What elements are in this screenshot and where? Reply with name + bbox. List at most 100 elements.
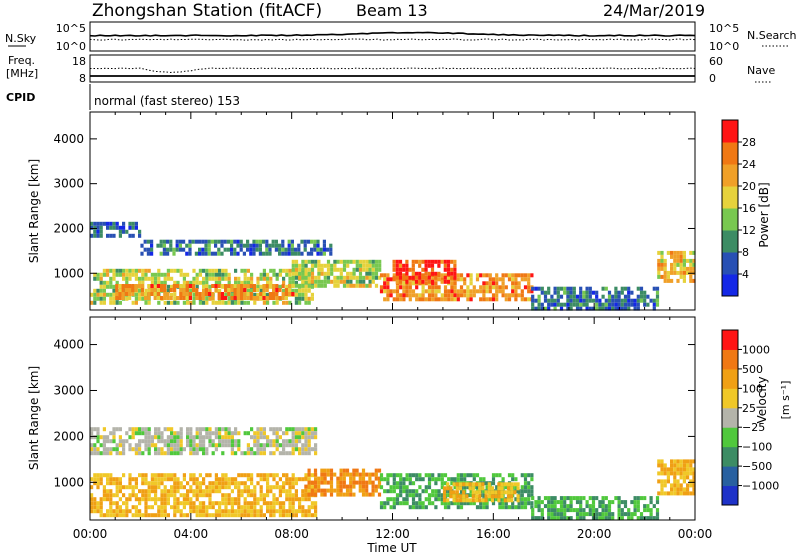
heatmap-cell [300, 239, 304, 244]
heatmap-cell [115, 292, 119, 296]
heatmap-cell [258, 243, 262, 248]
heatmap-cell [673, 258, 677, 263]
heatmap-cell [252, 247, 256, 252]
heatmap-cell [157, 276, 161, 281]
heatmap-cell [268, 243, 272, 248]
heatmap-cell [195, 296, 199, 300]
heatmap-cell [437, 271, 441, 276]
heatmap-cell [556, 294, 560, 299]
heatmap-cell [511, 501, 515, 506]
heatmap-cell [424, 263, 428, 268]
heatmap-cell [411, 473, 416, 478]
heatmap-cell [240, 268, 244, 273]
heatmap-cell [566, 302, 570, 307]
heatmap-cell [627, 298, 631, 303]
heatmap-cell [96, 288, 100, 293]
heatmap-cell [646, 504, 650, 509]
heatmap-cell [639, 298, 644, 303]
heatmap-cell [246, 288, 250, 293]
heatmap-cell [630, 290, 634, 295]
heatmap-cell [282, 505, 286, 510]
heatmap-cell [330, 271, 334, 276]
heatmap-cell [205, 473, 209, 478]
heatmap-cell [657, 463, 661, 468]
heatmap-cell [230, 505, 234, 510]
heatmap-cell [559, 508, 564, 513]
heatmap-cell [115, 509, 119, 514]
heatmap-cell [156, 243, 160, 248]
heatmap-cell [262, 288, 266, 292]
heatmap-cell [281, 247, 285, 252]
heatmap-cell [314, 279, 318, 284]
heatmap-cell [265, 284, 269, 288]
heatmap-cell [154, 501, 158, 506]
heatmap-cell [224, 497, 228, 502]
heatmap-cell [371, 275, 375, 280]
heatmap-cell [118, 505, 122, 510]
heatmap-cell [627, 508, 631, 513]
heatmap-cell [537, 302, 541, 307]
range-tick-label: 1000 [53, 475, 84, 489]
heatmap-cell [198, 439, 202, 444]
heatmap-cell [182, 296, 186, 300]
heatmap-cell [154, 280, 158, 285]
heatmap-cell [501, 277, 505, 282]
heatmap-cell [307, 477, 311, 482]
heatmap-cell [122, 513, 126, 518]
heatmap-cell [579, 500, 583, 505]
heatmap-cell [666, 274, 670, 279]
heatmap-cell [676, 483, 680, 488]
heatmap-cell [630, 500, 634, 505]
heatmap-cell [170, 451, 174, 456]
heatmap-cell [511, 285, 515, 290]
heatmap-cell [317, 279, 321, 284]
heatmap-cell [282, 268, 286, 273]
heatmap-cell [262, 292, 266, 296]
heatmap-cell [463, 477, 467, 482]
heatmap-cell [575, 516, 580, 521]
heatmap-cell [540, 306, 544, 311]
heatmap-cell [310, 284, 314, 289]
heatmap-cell [501, 293, 505, 298]
heatmap-cell [240, 489, 244, 494]
heatmap-cell [572, 298, 576, 303]
heatmap-cell [182, 497, 186, 502]
heatmap-cell [214, 481, 218, 486]
heatmap-cell [317, 488, 321, 493]
heatmap-cell [224, 439, 228, 444]
heatmap-cell [250, 447, 254, 452]
heatmap-cell [239, 239, 243, 244]
nave-label: Nave [747, 64, 775, 77]
heatmap-cell [188, 239, 192, 244]
heatmap-cell [134, 272, 138, 277]
heatmap-cell [109, 513, 113, 518]
heatmap-cell [218, 505, 222, 510]
heatmap-cell [383, 477, 387, 482]
heatmap-cell [109, 493, 113, 498]
heatmap-cell [443, 505, 448, 510]
heatmap-cell [166, 489, 170, 494]
heatmap-cell [250, 473, 254, 478]
heatmap-cell [192, 493, 196, 498]
colorbar-tick-label: 4 [742, 268, 749, 281]
heatmap-cell [163, 509, 167, 514]
heatmap-cell [462, 498, 466, 503]
heatmap-cell [266, 272, 270, 277]
heatmap-cell [566, 504, 570, 509]
heatmap-cell [365, 259, 369, 264]
heatmap-cell [224, 443, 228, 448]
heatmap-cell [249, 251, 253, 256]
heatmap-cell [326, 275, 331, 280]
heatmap-cell [660, 491, 664, 496]
heatmap-cell [520, 489, 524, 494]
heatmap-cell [154, 513, 158, 518]
heatmap-cell [459, 473, 464, 478]
heatmap-cell [288, 505, 292, 510]
heatmap-cell [208, 501, 212, 506]
heatmap-cell [243, 292, 247, 296]
heatmap-cell [559, 516, 564, 521]
heatmap-cell [99, 513, 103, 518]
heatmap-cell [192, 276, 196, 281]
heatmap-cell [431, 277, 435, 282]
heatmap-cell [259, 276, 263, 281]
